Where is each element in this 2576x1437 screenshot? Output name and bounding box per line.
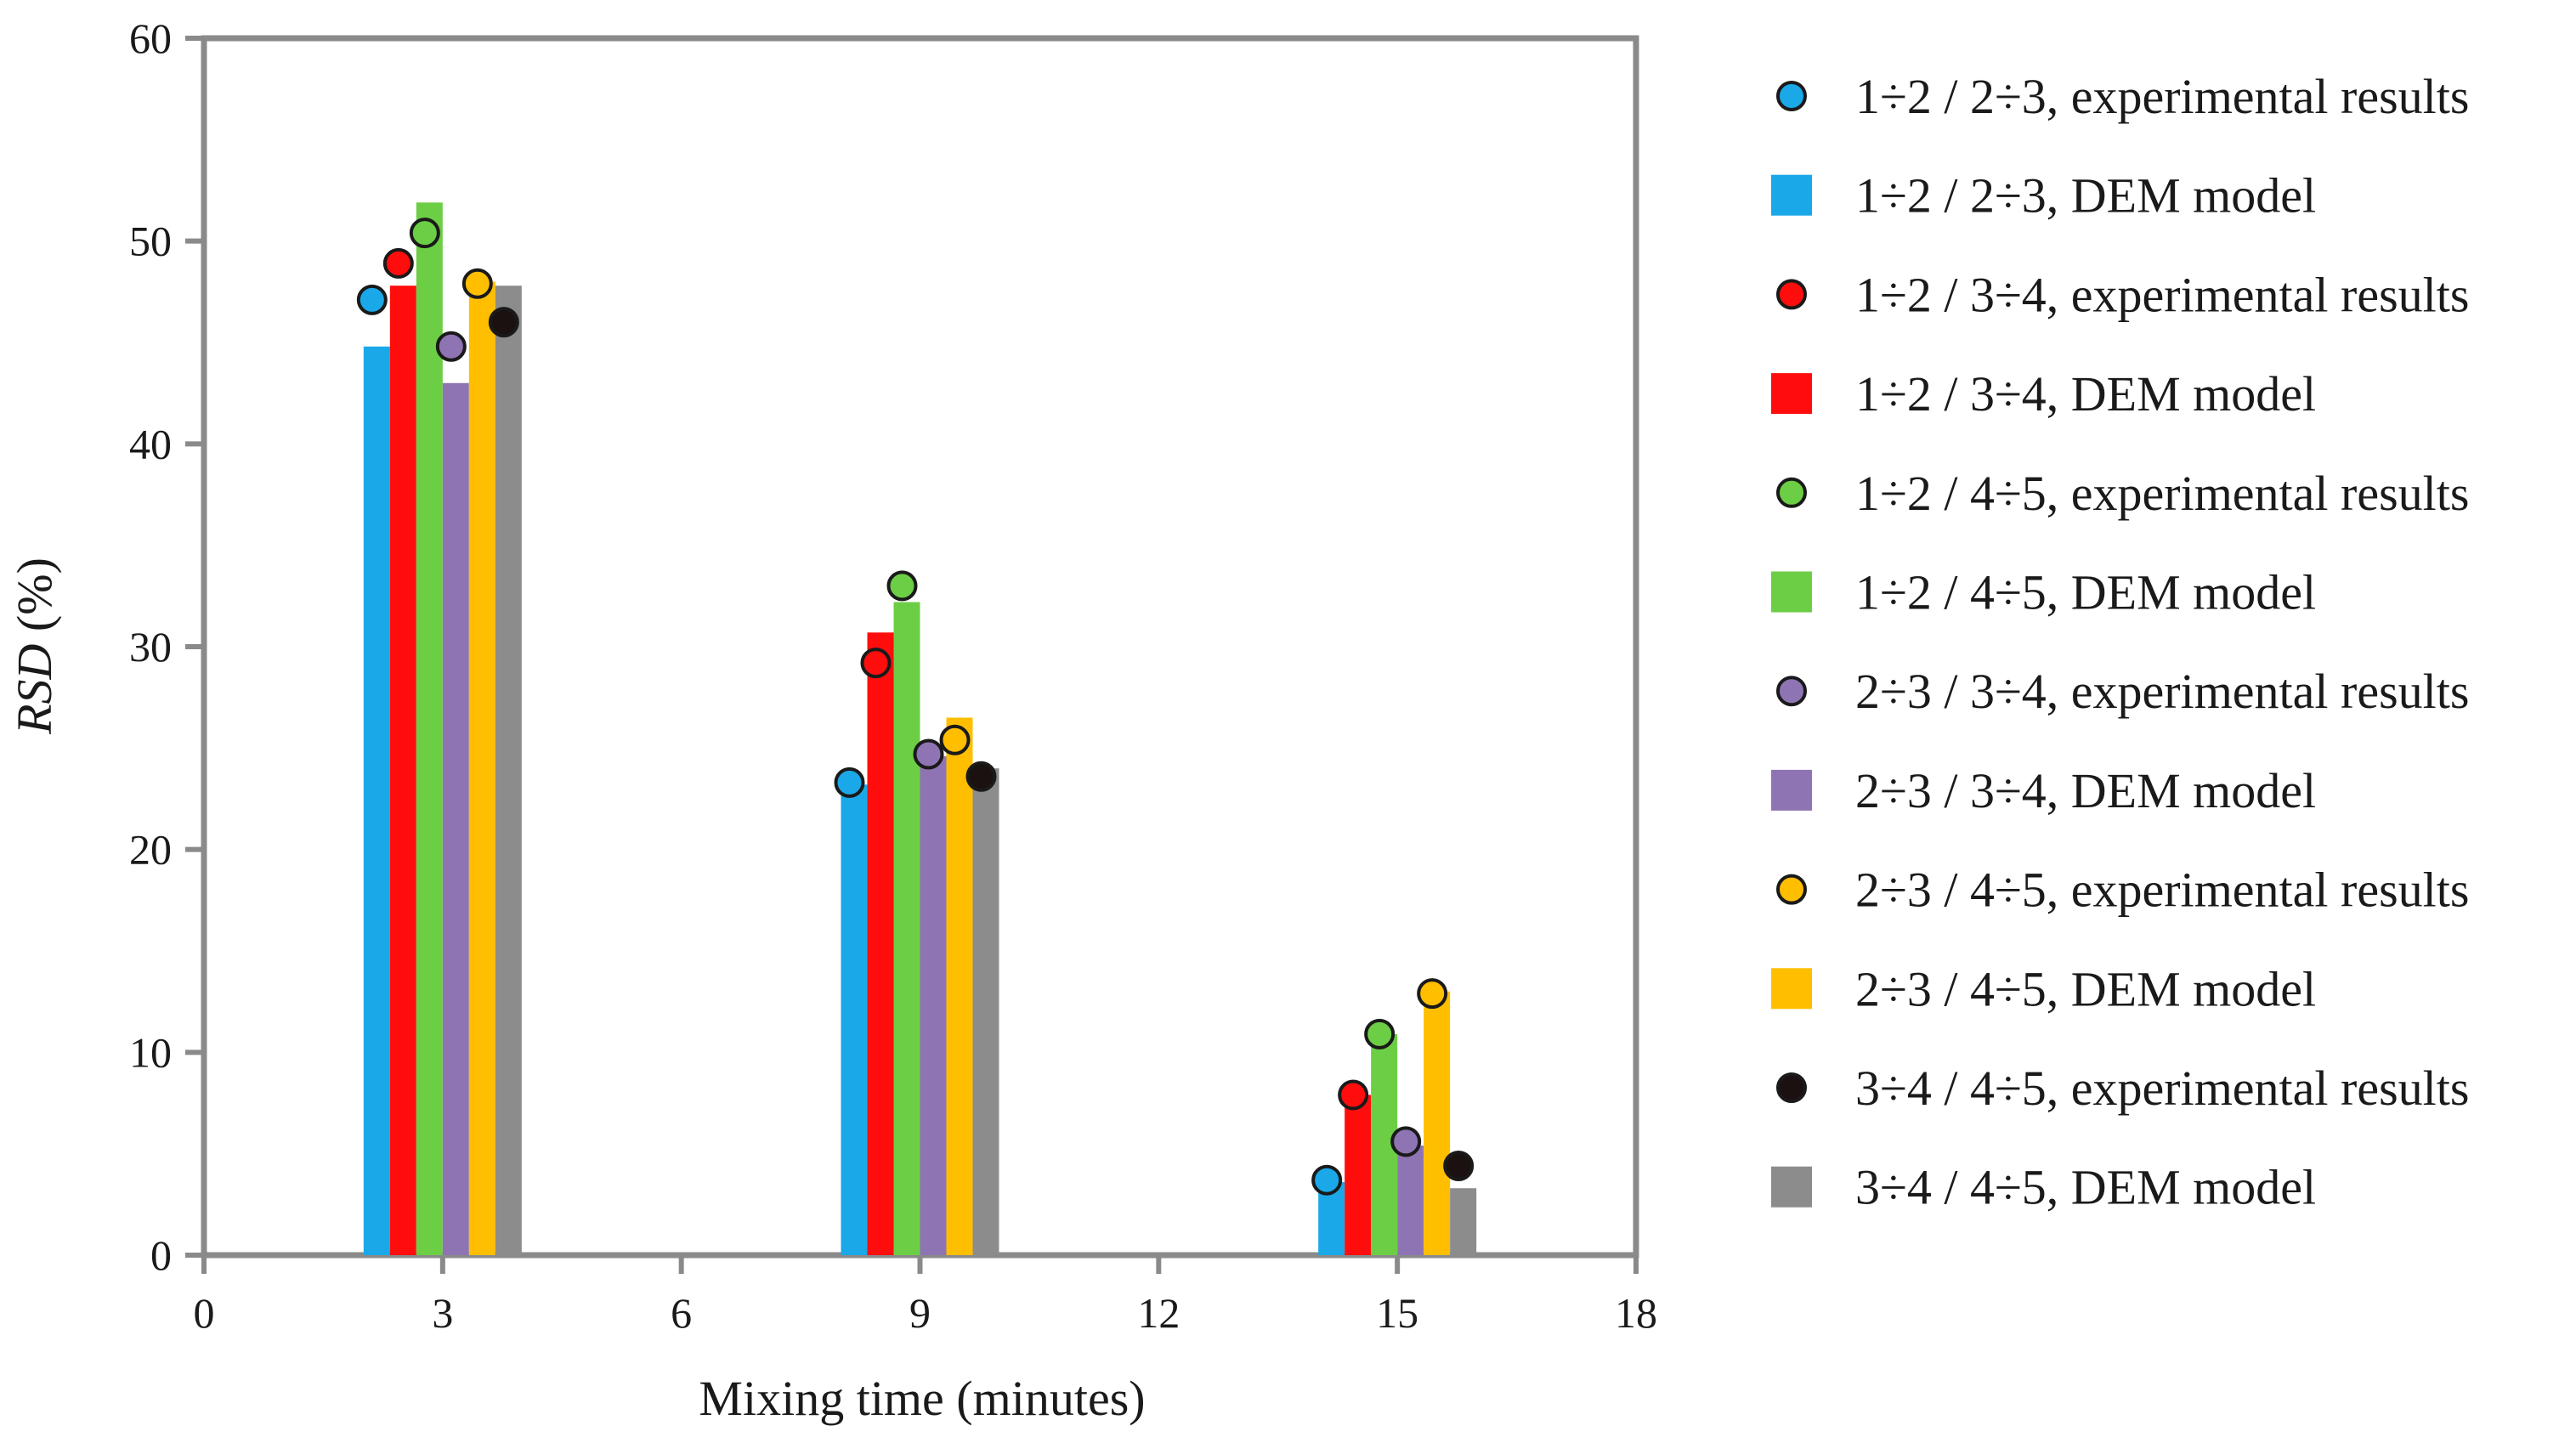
legend-label-exp-5: 2÷3 / 4÷5, experimental results — [1855, 863, 2469, 918]
bar-dem-5-t15 — [1424, 991, 1451, 1255]
legend-label-exp-1: 1÷2 / 2÷3, experimental results — [1855, 69, 2469, 124]
bar-dem-1-t3 — [363, 346, 390, 1256]
point-exp-2-t3 — [382, 247, 414, 279]
x-tick-label-0: 0 — [194, 1289, 215, 1337]
point-exp-4-t3 — [435, 331, 467, 362]
legend-label-dem-1: 1÷2 / 2÷3, DEM model — [1855, 168, 2316, 223]
x-tick-label-6: 6 — [671, 1289, 692, 1337]
legend-label-dem-4: 2÷3 / 3÷4, DEM model — [1855, 763, 2316, 818]
legend-marker-exp-1 — [1776, 81, 1807, 111]
legend-label-dem-2: 1÷2 / 3÷4, DEM model — [1855, 366, 2316, 421]
point-exp-5-t15 — [1417, 978, 1448, 1010]
x-tick-label-9: 9 — [909, 1289, 931, 1337]
x-tick-label-15: 15 — [1376, 1289, 1418, 1337]
y-tick-label-60: 60 — [129, 14, 172, 62]
x-tick-label-18: 18 — [1615, 1289, 1657, 1337]
legend-marker-dem-2 — [1771, 373, 1812, 415]
point-exp-3-t15 — [1364, 1018, 1396, 1049]
bar-dem-6-t15 — [1450, 1188, 1477, 1255]
y-tick-label-0: 0 — [150, 1231, 172, 1279]
point-exp-4-t9 — [913, 738, 944, 770]
legend-marker-exp-4 — [1776, 676, 1807, 707]
bar-dem-3-t3 — [416, 202, 443, 1255]
y-tick-label-10: 10 — [129, 1028, 172, 1076]
bar-dem-4-t15 — [1397, 1146, 1424, 1255]
legend-marker-exp-6 — [1776, 1072, 1807, 1103]
y-axis-title-rsd: RSD — [7, 643, 62, 734]
legend-marker-dem-6 — [1771, 1166, 1812, 1208]
legend-marker-dem-1 — [1771, 174, 1812, 216]
legend-marker-exp-3 — [1776, 477, 1807, 508]
point-exp-5-t3 — [461, 268, 493, 299]
point-exp-1-t15 — [1311, 1164, 1343, 1196]
legend-label-exp-3: 1÷2 / 4÷5, experimental results — [1855, 466, 2469, 521]
y-axis: 0 10 20 30 40 50 60 — [129, 14, 204, 1279]
x-axis: 0 3 6 9 12 15 18 — [194, 1255, 1657, 1337]
x-axis-title: Mixing time (minutes) — [699, 1371, 1145, 1426]
legend-marker-dem-5 — [1771, 968, 1812, 1010]
legend-label-exp-2: 1÷2 / 3÷4, experimental results — [1855, 267, 2469, 322]
bar-dem-2-t9 — [867, 632, 894, 1255]
y-tick-label-50: 50 — [129, 218, 172, 265]
x-tick-label-3: 3 — [432, 1289, 453, 1337]
legend-marker-dem-3 — [1771, 571, 1812, 613]
y-tick-label-30: 30 — [129, 623, 172, 670]
legend-label-dem-3: 1÷2 / 4÷5, DEM model — [1855, 565, 2316, 620]
y-tick-label-40: 40 — [129, 420, 172, 467]
point-exp-6-t9 — [965, 761, 997, 792]
bar-dem-2-t3 — [389, 286, 416, 1255]
x-tick-label-12: 12 — [1137, 1289, 1180, 1337]
legend-marker-exp-2 — [1776, 279, 1807, 310]
point-exp-4-t15 — [1390, 1126, 1422, 1157]
legend: 1÷2 / 2÷3, experimental results 1÷2 / 2÷3… — [1771, 69, 2469, 1215]
point-exp-3-t9 — [886, 570, 918, 602]
point-exp-6-t3 — [488, 307, 519, 338]
bar-dem-1-t9 — [841, 784, 868, 1255]
point-exp-5-t9 — [939, 724, 971, 755]
bar-dem-4-t3 — [442, 382, 469, 1255]
bar-dem-6-t9 — [972, 768, 999, 1255]
bar-dem-5-t3 — [468, 281, 495, 1255]
legend-label-dem-6: 3÷4 / 4÷5, DEM model — [1855, 1160, 2316, 1215]
experimental-points — [356, 218, 1475, 1196]
dem-model-bars — [363, 202, 1477, 1256]
y-tick-label-20: 20 — [129, 826, 172, 874]
legend-marker-dem-4 — [1771, 769, 1812, 811]
point-exp-1-t3 — [356, 284, 388, 315]
legend-label-exp-4: 2÷3 / 3÷4, experimental results — [1855, 664, 2469, 719]
point-exp-2-t9 — [860, 648, 892, 679]
legend-label-exp-6: 3÷4 / 4÷5, experimental results — [1855, 1061, 2469, 1116]
legend-marker-exp-5 — [1776, 874, 1807, 905]
legend-label-dem-5: 2÷3 / 4÷5, DEM model — [1855, 961, 2316, 1016]
point-exp-2-t15 — [1338, 1079, 1369, 1111]
bar-dem-5-t9 — [946, 717, 973, 1255]
point-exp-1-t9 — [834, 767, 865, 798]
bar-dem-2-t15 — [1345, 1095, 1372, 1255]
bar-dem-3-t9 — [893, 602, 920, 1255]
y-axis-title-unit: (%) — [7, 557, 62, 643]
point-exp-3-t3 — [409, 218, 440, 249]
bar-dem-4-t9 — [920, 755, 947, 1255]
y-axis-title: RSD (%) — [7, 557, 62, 735]
bar-dem-6-t3 — [495, 286, 522, 1255]
point-exp-6-t15 — [1443, 1150, 1475, 1181]
